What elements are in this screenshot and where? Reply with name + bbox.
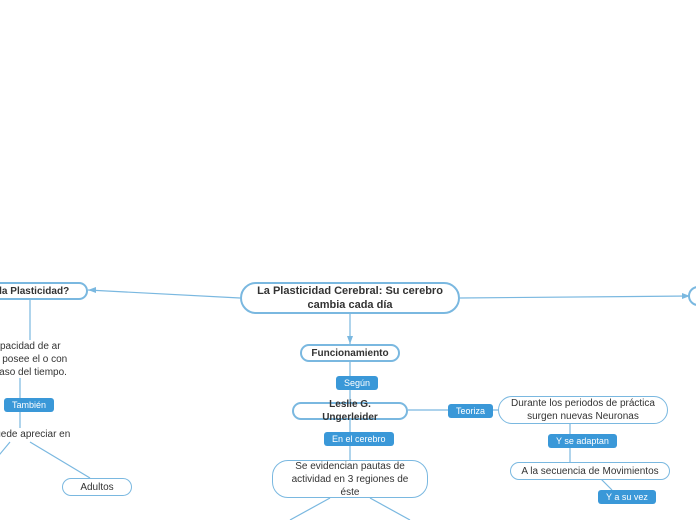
- left-title-node[interactable]: s la Plasticidad?: [0, 282, 88, 300]
- pill-yseadaptan: Y se adaptan: [548, 434, 617, 448]
- left-leaf-adultos[interactable]: Adultos: [62, 478, 132, 496]
- right-n1-label: Durante los periodos de práctica surgen …: [509, 397, 657, 423]
- center-n2[interactable]: Leslie G. Ungerleider: [292, 402, 408, 420]
- right-n2-label: A la secuencia de Movimientos: [521, 465, 658, 478]
- left-leaf-label: Adultos: [80, 481, 113, 494]
- center-n3[interactable]: Se evidencian pautas de actividad en 3 r…: [272, 460, 428, 498]
- center-n2-label: Leslie G. Ungerleider: [304, 398, 396, 424]
- center-n3-label: Se evidencian pautas de actividad en 3 r…: [283, 460, 417, 499]
- left-sub1: puede apreciar en: [0, 428, 80, 441]
- pill-segun: Según: [336, 376, 378, 390]
- right-n1[interactable]: Durante los periodos de práctica surgen …: [498, 396, 668, 424]
- pill-tambien: También: [4, 398, 54, 412]
- root-node[interactable]: La Plasticidad Cerebral: Su cerebro camb…: [240, 282, 460, 314]
- pill-enelcerebro: En el cerebro: [324, 432, 394, 446]
- root-label: La Plasticidad Cerebral: Su cerebro camb…: [252, 284, 448, 313]
- pill-yasuvez: Y a su vez: [598, 490, 656, 504]
- left-desc: capacidad de ar que posee el o con el pa…: [0, 340, 70, 379]
- left-title-label: s la Plasticidad?: [0, 285, 69, 298]
- right-offscreen-node[interactable]: [688, 286, 696, 306]
- right-n2[interactable]: A la secuencia de Movimientos: [510, 462, 670, 480]
- pill-teoriza: Teoriza: [448, 404, 493, 418]
- center-n1-label: Funcionamiento: [311, 347, 388, 360]
- center-n1[interactable]: Funcionamiento: [300, 344, 400, 362]
